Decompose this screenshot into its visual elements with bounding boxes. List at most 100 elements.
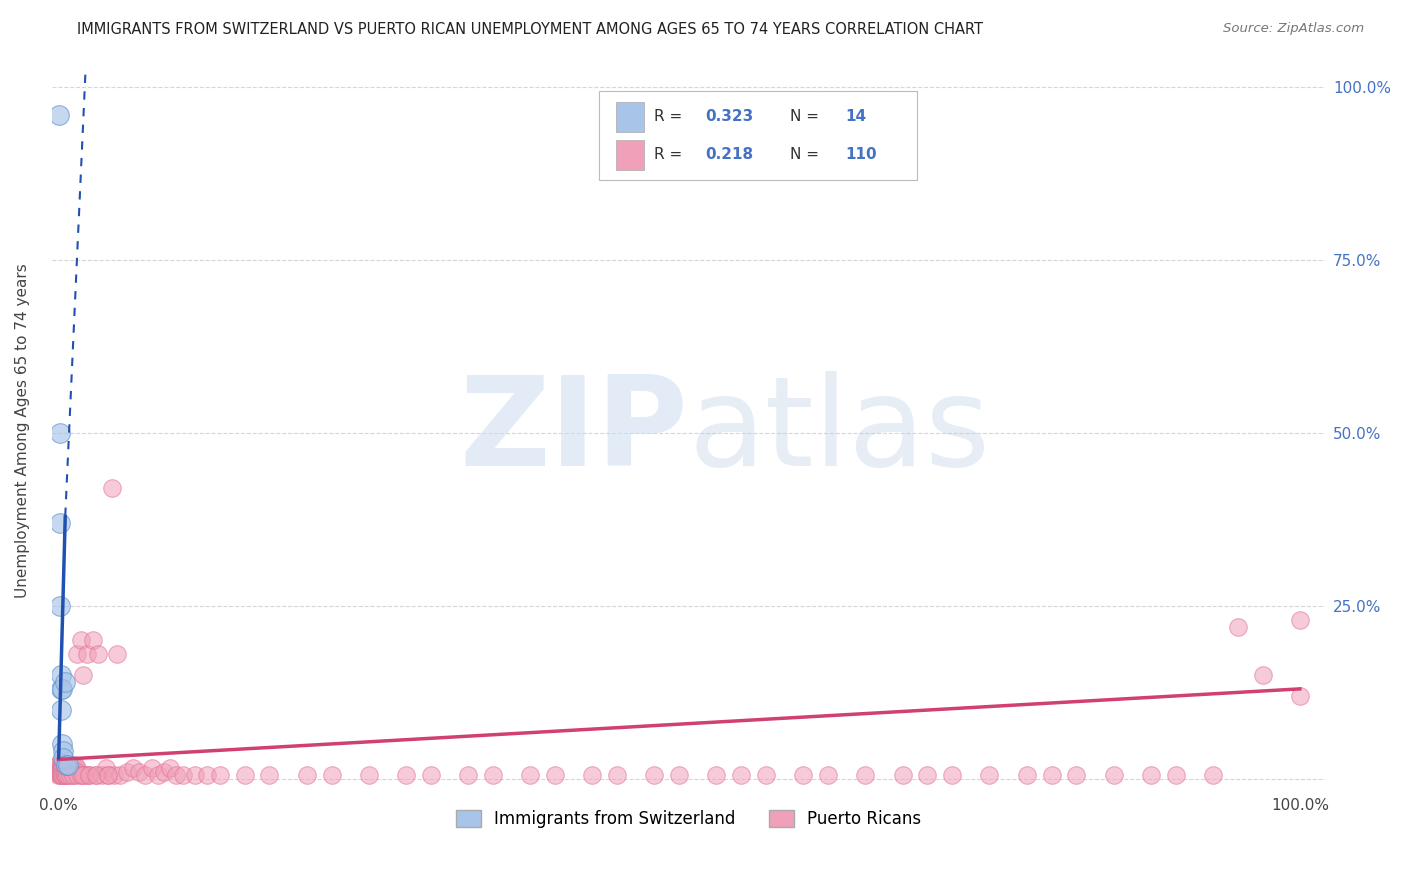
Point xyxy=(103,768,125,782)
FancyBboxPatch shape xyxy=(616,139,644,169)
Point xyxy=(853,768,876,782)
Point xyxy=(55,758,77,772)
Point xyxy=(48,764,70,779)
Point xyxy=(48,758,70,772)
Text: 0.218: 0.218 xyxy=(704,147,754,162)
Point xyxy=(84,768,107,782)
Point xyxy=(97,768,120,782)
Point xyxy=(197,768,219,782)
Point xyxy=(48,755,70,769)
Y-axis label: Unemployment Among Ages 65 to 74 years: Unemployment Among Ages 65 to 74 years xyxy=(15,264,30,599)
FancyBboxPatch shape xyxy=(599,91,918,180)
Point xyxy=(49,703,72,717)
Point xyxy=(49,668,72,682)
Point xyxy=(419,768,441,782)
Point xyxy=(52,744,75,758)
Point xyxy=(1288,689,1310,703)
Text: R =: R = xyxy=(654,147,688,162)
Point xyxy=(606,768,628,782)
Point xyxy=(101,481,124,495)
Point xyxy=(59,758,82,772)
Point xyxy=(59,762,82,776)
Text: 0.323: 0.323 xyxy=(704,109,754,124)
Point xyxy=(706,768,728,782)
Point xyxy=(52,758,75,772)
Point xyxy=(69,633,91,648)
Point xyxy=(51,737,73,751)
Point xyxy=(668,768,690,782)
Point xyxy=(1251,668,1274,682)
Point xyxy=(941,768,963,782)
Point xyxy=(53,768,76,782)
Point xyxy=(134,768,156,782)
Point xyxy=(63,758,86,772)
Point xyxy=(56,762,79,776)
Point xyxy=(49,762,72,776)
Point xyxy=(48,762,70,776)
Point xyxy=(141,762,163,776)
Point xyxy=(581,768,603,782)
Point xyxy=(105,647,128,661)
Point xyxy=(48,766,70,780)
Point xyxy=(62,768,84,782)
Point xyxy=(84,768,107,782)
Point xyxy=(146,768,169,782)
Point xyxy=(58,764,80,779)
Point xyxy=(53,675,76,690)
Point xyxy=(357,768,380,782)
Text: 110: 110 xyxy=(845,147,876,162)
Point xyxy=(122,762,145,776)
Point xyxy=(159,762,181,776)
Text: atlas: atlas xyxy=(689,370,991,491)
Point xyxy=(184,768,207,782)
Point xyxy=(66,647,89,661)
Point xyxy=(1226,619,1249,633)
Point xyxy=(79,768,101,782)
Point xyxy=(519,768,541,782)
Point xyxy=(75,768,97,782)
Point xyxy=(51,762,73,776)
Point xyxy=(51,768,73,782)
Point xyxy=(395,768,418,782)
Point xyxy=(66,762,89,776)
Point xyxy=(891,768,914,782)
Text: N =: N = xyxy=(790,147,824,162)
Point xyxy=(128,764,150,779)
Point xyxy=(55,764,77,779)
Point xyxy=(51,681,73,696)
Text: N =: N = xyxy=(790,109,824,124)
Text: IMMIGRANTS FROM SWITZERLAND VS PUERTO RICAN UNEMPLOYMENT AMONG AGES 65 TO 74 YEA: IMMIGRANTS FROM SWITZERLAND VS PUERTO RI… xyxy=(77,22,983,37)
Point xyxy=(70,768,93,782)
Point xyxy=(482,768,505,782)
Text: 14: 14 xyxy=(845,109,866,124)
Point xyxy=(48,758,70,772)
Point xyxy=(1288,613,1310,627)
Point xyxy=(59,764,82,779)
Point xyxy=(321,768,343,782)
Point xyxy=(115,764,138,779)
Point xyxy=(49,764,72,779)
Point xyxy=(49,758,72,772)
Text: Source: ZipAtlas.com: Source: ZipAtlas.com xyxy=(1223,22,1364,36)
Point xyxy=(1202,768,1225,782)
Point xyxy=(58,758,80,772)
Point xyxy=(52,764,75,779)
Point xyxy=(259,768,281,782)
Point xyxy=(48,425,70,440)
Point xyxy=(62,768,84,782)
Point xyxy=(72,668,94,682)
Point xyxy=(817,768,839,782)
Point xyxy=(69,768,91,782)
Point xyxy=(56,768,79,782)
Point xyxy=(67,764,90,779)
Point xyxy=(90,768,112,782)
Point xyxy=(295,768,318,782)
Point xyxy=(792,768,814,782)
Point xyxy=(48,768,70,782)
Point xyxy=(52,751,75,765)
Point xyxy=(51,758,73,772)
Point xyxy=(49,599,72,613)
Point xyxy=(82,633,104,648)
Point xyxy=(1015,768,1038,782)
Point xyxy=(53,762,76,776)
